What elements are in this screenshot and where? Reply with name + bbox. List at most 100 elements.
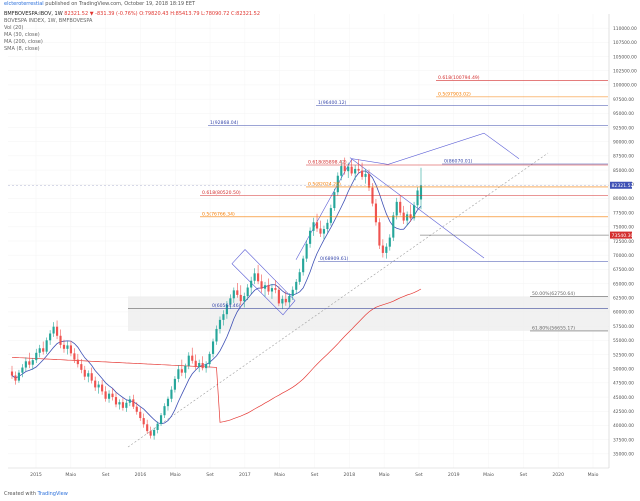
candle-body [163, 406, 166, 416]
candle-body [392, 215, 395, 238]
candle-body [139, 411, 142, 419]
candle-body [218, 319, 222, 329]
candle-body [340, 166, 343, 176]
fib-label: 50.00%(62750.64) [532, 291, 575, 297]
x-tick-label: 2018 [343, 472, 355, 478]
candle-body [83, 369, 86, 377]
y-tick-label: 92500.00 [613, 125, 634, 131]
candle-body [381, 245, 384, 253]
x-tick-label: Set [311, 472, 319, 478]
candle-body [326, 222, 329, 230]
candle-body [298, 272, 301, 282]
candle-body [177, 369, 180, 379]
fib-label: 0(86070.01) [444, 158, 473, 164]
y-tick-label: 35000.00 [613, 452, 634, 458]
channel-2017 [231, 249, 296, 316]
indicator-item[interactable]: Vol (20) [4, 25, 24, 31]
x-tick-label: Maio [379, 472, 390, 478]
candle-body [211, 341, 215, 354]
candle-body [281, 298, 284, 304]
publish-info: elcteroterrestial published on TradingVi… [4, 1, 195, 7]
candle-body [239, 294, 242, 302]
tradingview-logo[interactable]: TradingView [37, 491, 68, 497]
ma-200-line [11, 288, 422, 423]
candle-body [21, 367, 24, 373]
candle-body [180, 369, 183, 373]
y-tick-label: 70000.00 [613, 253, 634, 259]
x-tick-label: 2017 [239, 472, 251, 478]
publish-bar: elcteroterrestial published on TradingVi… [0, 0, 640, 10]
candle-body [277, 289, 280, 304]
y-tick-label: 45000.00 [613, 395, 634, 401]
candle-body [14, 375, 17, 381]
candle-body [118, 402, 121, 405]
candle-body [132, 399, 135, 407]
symbol-name[interactable]: BMFBOVESPA:IBOV, 1W [4, 11, 63, 17]
candle-body [243, 296, 246, 302]
x-tick-label: Maio [65, 472, 76, 478]
candle-body [191, 355, 194, 361]
fib-label: 61.80%(56655.17) [532, 325, 575, 331]
candle-body [250, 280, 253, 288]
author-link[interactable]: elcteroterrestial [4, 1, 44, 7]
candle-body [222, 314, 225, 320]
y-tick-label: 75000.00 [613, 225, 634, 231]
candle-body [49, 333, 52, 341]
fib-label: 1(96400.12) [318, 100, 347, 106]
candle-body [35, 352, 38, 361]
candle-body [87, 373, 90, 377]
y-tick-label: 60000.00 [613, 310, 634, 316]
candle-body [111, 393, 114, 398]
indicator-item[interactable]: SMA (8, close) [4, 46, 40, 52]
retracement-zone [128, 296, 608, 331]
candle-body [378, 222, 381, 246]
candle-body [350, 166, 353, 174]
x-tick-label: Maio [483, 472, 494, 478]
fib-label: 0.618(85898.42) [308, 159, 347, 165]
candle-body [263, 285, 267, 289]
candle-body [270, 288, 274, 292]
candle-body [194, 360, 197, 367]
candle-body [187, 355, 190, 366]
candle-body [166, 398, 170, 407]
x-tick-label: Set [102, 472, 110, 478]
candle-body [232, 290, 235, 299]
indicator-item[interactable]: MA (30, close) [4, 32, 40, 38]
candle-body [10, 371, 14, 376]
y-tick-label: 52500.00 [613, 352, 634, 358]
candle-body [361, 170, 364, 177]
candle-body [24, 361, 27, 368]
candle-body [17, 372, 21, 381]
y-tick-label: 57500.00 [613, 324, 634, 330]
fib-levels: 0.618(100794.49) 0.5(97903.02) 1(96400.12)… [8, 75, 609, 331]
candle-body [395, 201, 398, 216]
indicator-item[interactable]: MA (200, close) [4, 39, 43, 45]
y-tick-label: 42500.00 [613, 409, 634, 415]
candle-body [274, 288, 277, 290]
time-axis[interactable]: 2015 Maio Set 2016 Maio Set 2017 Maio Set 2018 Mai… [8, 467, 609, 478]
candle-body [128, 399, 131, 403]
candle-body [322, 229, 326, 234]
x-tick-label: Maio [274, 472, 285, 478]
candle-body [388, 237, 391, 247]
y-tick-label: 65000.00 [613, 281, 634, 287]
indicator-item[interactable]: BOVESPA INDEX, 1W, BMFBOVESPA [4, 18, 93, 24]
candle-body [107, 393, 111, 399]
candle-body [184, 365, 187, 373]
price-axis[interactable]: 35000.00 37500.00 40000.00 42500.00 45000.00… [608, 14, 637, 468]
candle-body [284, 298, 287, 303]
fib-label: 0.618(100794.49) [438, 75, 480, 81]
x-tick-label: Set [520, 472, 528, 478]
candle-body [257, 273, 260, 282]
candle-body [295, 281, 298, 290]
fib-label: 0.5(82024.28) [308, 181, 341, 187]
y-tick-label: 55000.00 [613, 338, 634, 344]
candle-body [305, 243, 308, 259]
candle-body [319, 228, 322, 234]
candle-body [38, 348, 41, 353]
y-tick-label: 95000.00 [613, 111, 634, 117]
fib-zones [128, 296, 608, 331]
y-tick-label: 50000.00 [613, 366, 634, 372]
